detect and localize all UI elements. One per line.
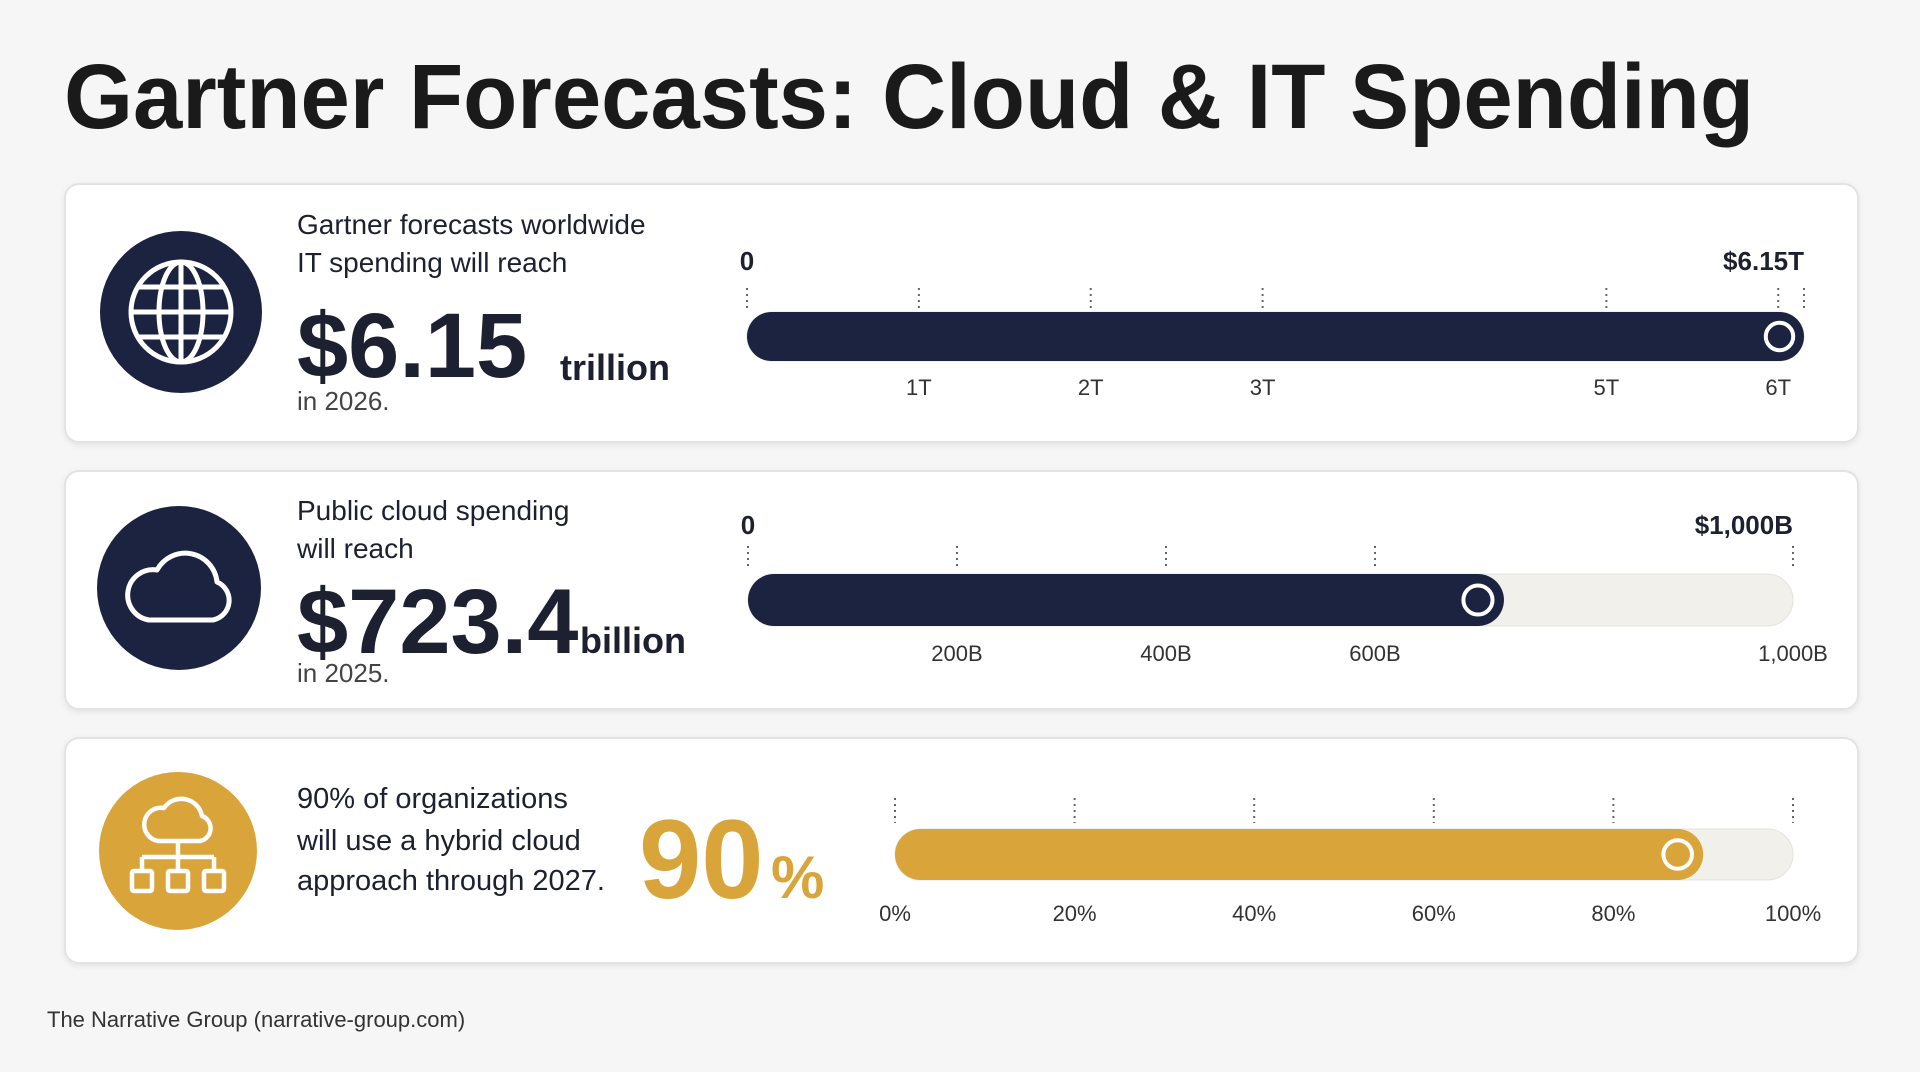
tick-label: 3T — [1250, 375, 1276, 400]
bar-marker — [1763, 320, 1796, 353]
intro-text: Public cloud spending — [297, 495, 569, 526]
tick-label: 80% — [1591, 901, 1635, 926]
tick-label: 600B — [1349, 641, 1400, 666]
outro-text: in 2026. — [297, 386, 390, 416]
tick-label: 6T — [1765, 375, 1791, 400]
outro-text: in 2025. — [297, 658, 390, 688]
intro-text: 90% of organizations — [297, 783, 568, 815]
tick-label: 0% — [879, 901, 911, 926]
tick-label: 400B — [1140, 641, 1191, 666]
hybrid-cloud-icon — [99, 772, 257, 930]
tick-label: 5T — [1594, 375, 1620, 400]
axis-end-label: $1,000B — [1695, 510, 1793, 540]
intro-text: will use a hybrid cloud — [296, 825, 581, 857]
footer: The Narrative Group (narrative-group.com… — [47, 1007, 465, 1032]
tick-label: 100% — [1765, 901, 1821, 926]
bar-marker — [1661, 838, 1694, 871]
intro-text: Gartner forecasts worldwide — [297, 209, 646, 240]
globe-icon — [100, 231, 262, 393]
title: Gartner Forecasts: Cloud & IT Spending — [64, 46, 1754, 148]
tick-label: 1,000B — [1758, 641, 1828, 666]
bar-marker — [1461, 583, 1495, 617]
tick-label: 2T — [1078, 375, 1104, 400]
cloud-icon — [97, 506, 261, 670]
bar-fill — [747, 312, 1804, 361]
tick-label: 1T — [906, 375, 932, 400]
axis-end-label: 0 — [740, 246, 754, 276]
intro-text: approach through 2027. — [297, 865, 605, 897]
tick-label: 200B — [931, 641, 982, 666]
figure: $723.4 — [297, 571, 578, 673]
axis-end-label: 0 — [741, 510, 755, 540]
tick-label: 40% — [1232, 901, 1276, 926]
intro-text: will reach — [296, 533, 414, 564]
axis-end-label: $6.15T — [1723, 246, 1804, 276]
tick-label: 20% — [1053, 901, 1097, 926]
tick-label: 60% — [1412, 901, 1456, 926]
bar-fill — [895, 829, 1704, 880]
intro-text: IT spending will reach — [297, 247, 567, 278]
figure: $6.15 — [297, 295, 527, 397]
figure: 90 — [639, 797, 764, 922]
bar-fill — [748, 574, 1504, 626]
unit: % — [771, 844, 824, 911]
unit: billion — [580, 620, 686, 661]
unit: trillion — [560, 347, 670, 388]
